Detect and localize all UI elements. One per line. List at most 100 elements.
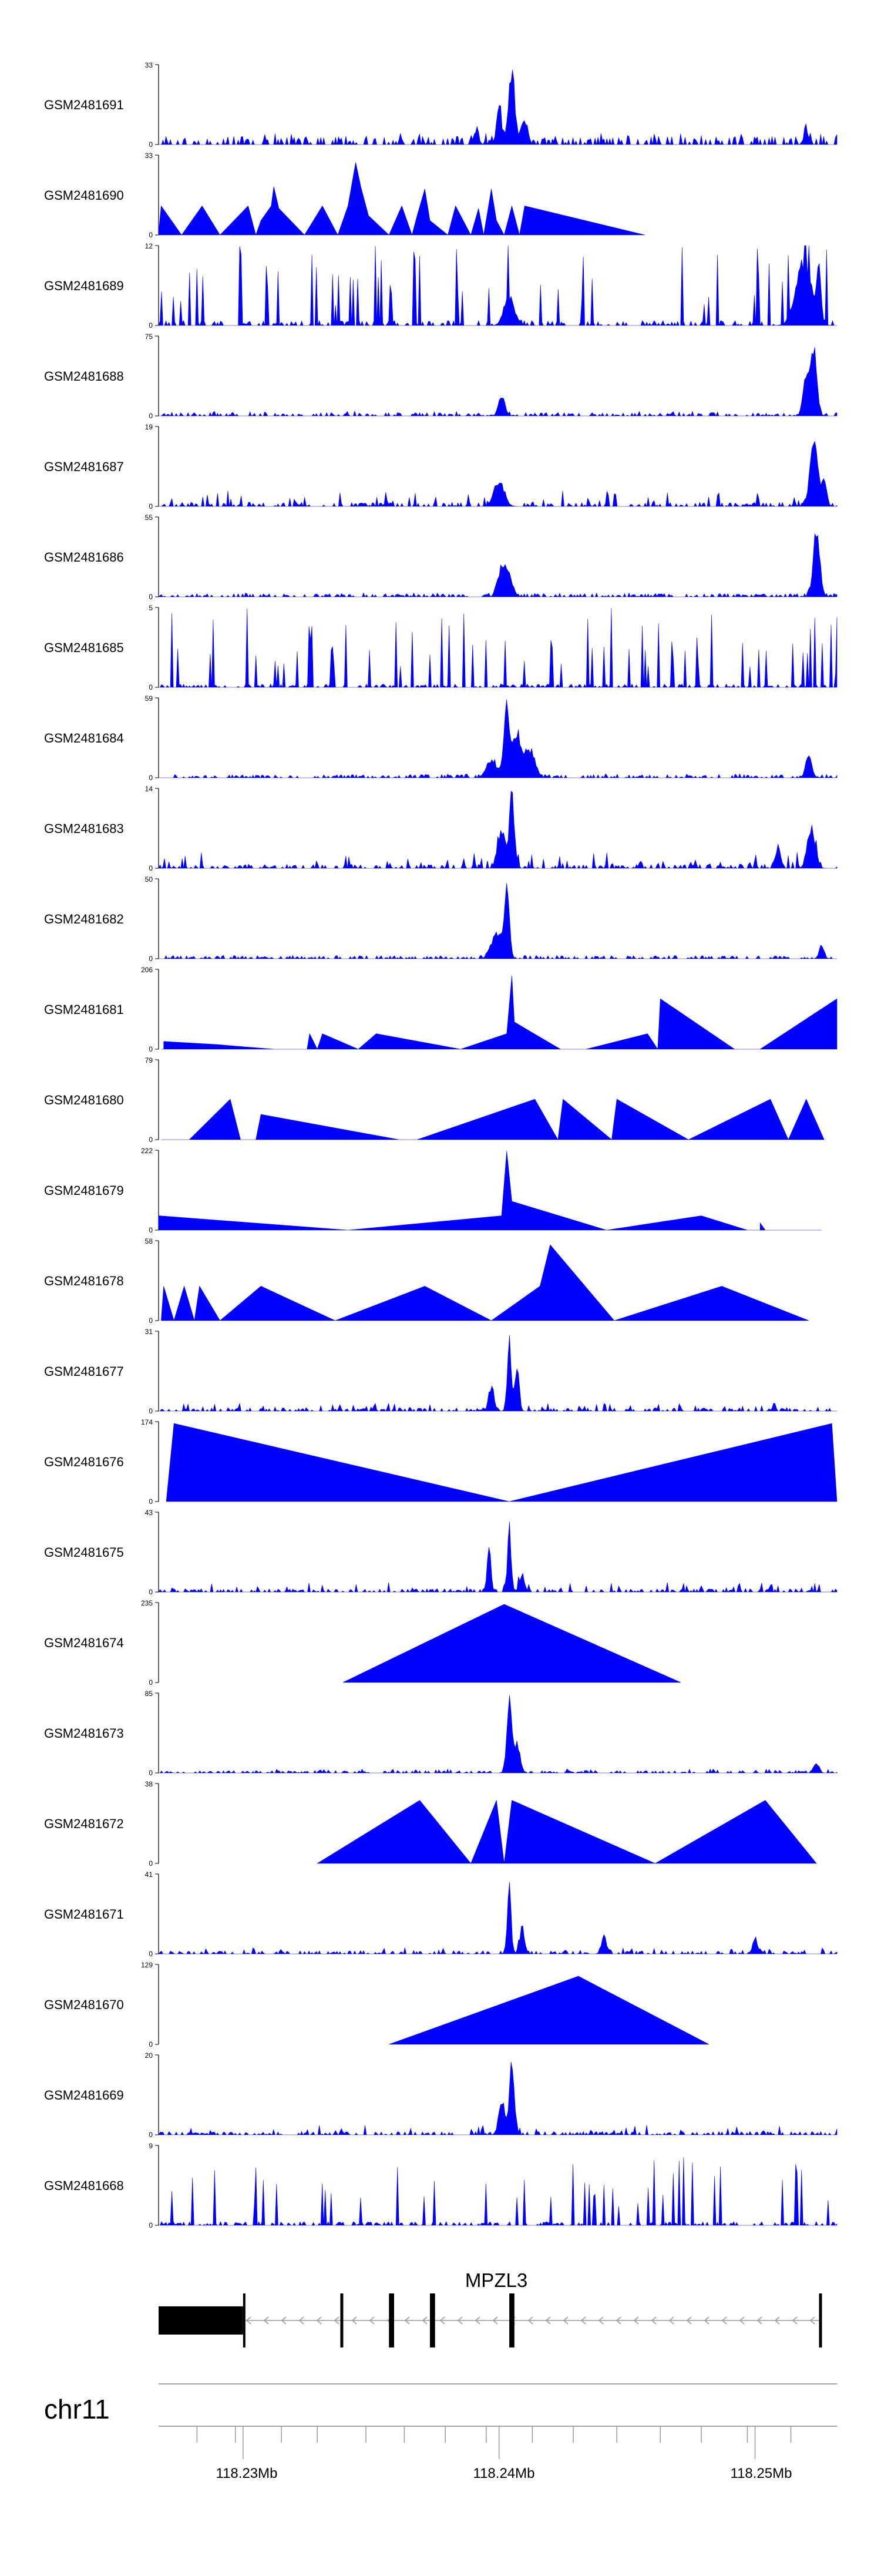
gene-track: MPZL3	[159, 2269, 822, 2347]
strand-arrow	[721, 2316, 727, 2325]
strand-arrow	[422, 2316, 428, 2325]
track-GSM2481689: GSM2481689 12 0	[44, 242, 837, 330]
strand-arrow	[651, 2316, 657, 2325]
y-axis-max-label: 5	[149, 604, 153, 612]
strand-arrow	[616, 2316, 621, 2325]
track-label: GSM2481671	[44, 1907, 124, 1922]
track-label: GSM2481675	[44, 1545, 124, 1560]
track-GSM2481676: GSM2481676 174 0	[44, 1418, 838, 1506]
y-axis-max-label: 43	[145, 1509, 153, 1517]
track-GSM2481675: GSM2481675 43 0	[44, 1509, 838, 1596]
y-axis-max-label: 85	[145, 1690, 153, 1698]
y-axis-max-label: 9	[149, 2142, 153, 2150]
y-axis-min-label: 0	[149, 502, 153, 511]
track-label: GSM2481682	[44, 912, 124, 926]
strand-arrow	[668, 2316, 674, 2325]
track-label: GSM2481672	[44, 1816, 124, 1831]
track-label: GSM2481676	[44, 1455, 124, 1469]
exon-4	[430, 2293, 435, 2347]
coverage-area	[389, 1976, 709, 2045]
coverage-area	[342, 1604, 681, 1683]
track-GSM2481685: GSM2481685 5 0	[44, 604, 838, 691]
coverage-area	[159, 441, 838, 508]
exon-5	[509, 2293, 515, 2347]
y-axis-max-label: 222	[141, 1147, 153, 1155]
y-axis-min-label: 0	[149, 1950, 153, 1958]
track-GSM2481684: GSM2481684 59 0	[44, 694, 838, 782]
track-GSM2481674: GSM2481674 235 0	[44, 1599, 681, 1687]
strand-arrow	[580, 2316, 586, 2325]
y-axis-max-label: 33	[145, 61, 153, 69]
y-axis-min-label: 0	[149, 2040, 153, 2048]
y-axis-max-label: 75	[145, 333, 153, 341]
coverage-area	[159, 2157, 838, 2226]
track-label: GSM2481691	[44, 98, 124, 112]
y-axis-max-label: 129	[141, 1961, 153, 1969]
track-label: GSM2481688	[44, 369, 124, 384]
y-axis-max-label: 206	[141, 966, 153, 974]
coverage-tracks: GSM2481691330GSM2481690330GSM2481689120G…	[44, 61, 838, 2229]
coverage-area	[159, 347, 838, 417]
coverage-area	[159, 69, 838, 146]
strand-arrow	[369, 2316, 375, 2325]
coverage-area	[158, 2061, 838, 2135]
track-label: GSM2481680	[44, 1093, 124, 1107]
coverage-area	[158, 245, 837, 326]
y-axis-max-label: 19	[145, 423, 153, 431]
track-label: GSM2481686	[44, 550, 124, 565]
exon-1	[159, 2306, 243, 2335]
strand-arrow	[246, 2316, 251, 2325]
track-GSM2481690: GSM2481690 33 0	[44, 152, 645, 239]
track-label: GSM2481668	[44, 2178, 124, 2193]
y-axis-min-label: 0	[149, 593, 153, 601]
y-axis-max-label: 20	[145, 2051, 153, 2060]
y-axis-min-label: 0	[149, 1859, 153, 1868]
y-axis-min-label: 0	[149, 321, 153, 330]
y-axis-min-label: 0	[149, 1588, 153, 1596]
strand-arrow	[563, 2316, 569, 2325]
strand-arrow	[792, 2316, 798, 2325]
coverage-area	[158, 533, 838, 597]
strand-arrow	[457, 2316, 463, 2325]
strand-arrow	[492, 2316, 498, 2325]
track-GSM2481680: GSM2481680 79 0	[44, 1056, 825, 1144]
y-axis-max-label: 38	[145, 1780, 153, 1788]
exon-6	[819, 2293, 822, 2347]
track-GSM2481683: GSM2481683 14 0	[44, 785, 838, 872]
y-axis-max-label: 59	[145, 694, 153, 703]
y-axis-max-label: 41	[145, 1870, 153, 1879]
strand-arrow	[298, 2316, 304, 2325]
y-axis-min-label: 0	[149, 1407, 153, 1415]
track-label: GSM2481674	[44, 1635, 124, 1650]
track-label: GSM2481684	[44, 731, 124, 745]
y-axis-max-label: 31	[145, 1328, 153, 1336]
strand-arrow	[263, 2316, 269, 2325]
track-label: GSM2481677	[44, 1364, 124, 1379]
strand-arrow	[633, 2316, 639, 2325]
track-label: GSM2481690	[44, 188, 124, 203]
y-axis-max-label: 58	[145, 1237, 153, 1245]
track-label: GSM2481683	[44, 821, 124, 836]
y-axis-min-label: 0	[149, 231, 153, 239]
strand-arrow	[475, 2316, 480, 2325]
y-axis-min-label: 0	[149, 2221, 153, 2229]
y-axis-min-label: 0	[149, 1769, 153, 1777]
coverage-area	[159, 1695, 838, 1774]
gene-name-label: MPZL3	[465, 2269, 527, 2291]
strand-arrow	[334, 2316, 339, 2325]
y-axis-max-label: 12	[145, 242, 153, 250]
y-axis-min-label: 0	[149, 955, 153, 963]
track-label: GSM2481673	[44, 1726, 124, 1741]
track-GSM2481691: GSM2481691 33 0	[44, 61, 838, 149]
strand-arrow	[545, 2316, 551, 2325]
strand-arrow	[527, 2316, 533, 2325]
track-label: GSM2481679	[44, 1183, 124, 1198]
coverage-area	[166, 1423, 838, 1502]
track-GSM2481678: GSM2481678 58 0	[44, 1237, 809, 1325]
coverage-area	[158, 791, 838, 869]
strand-arrow	[686, 2316, 692, 2325]
coverage-area	[158, 1151, 822, 1231]
track-GSM2481677: GSM2481677 31 0	[44, 1328, 837, 1415]
track-GSM2481688: GSM2481688 75 0	[44, 333, 838, 420]
